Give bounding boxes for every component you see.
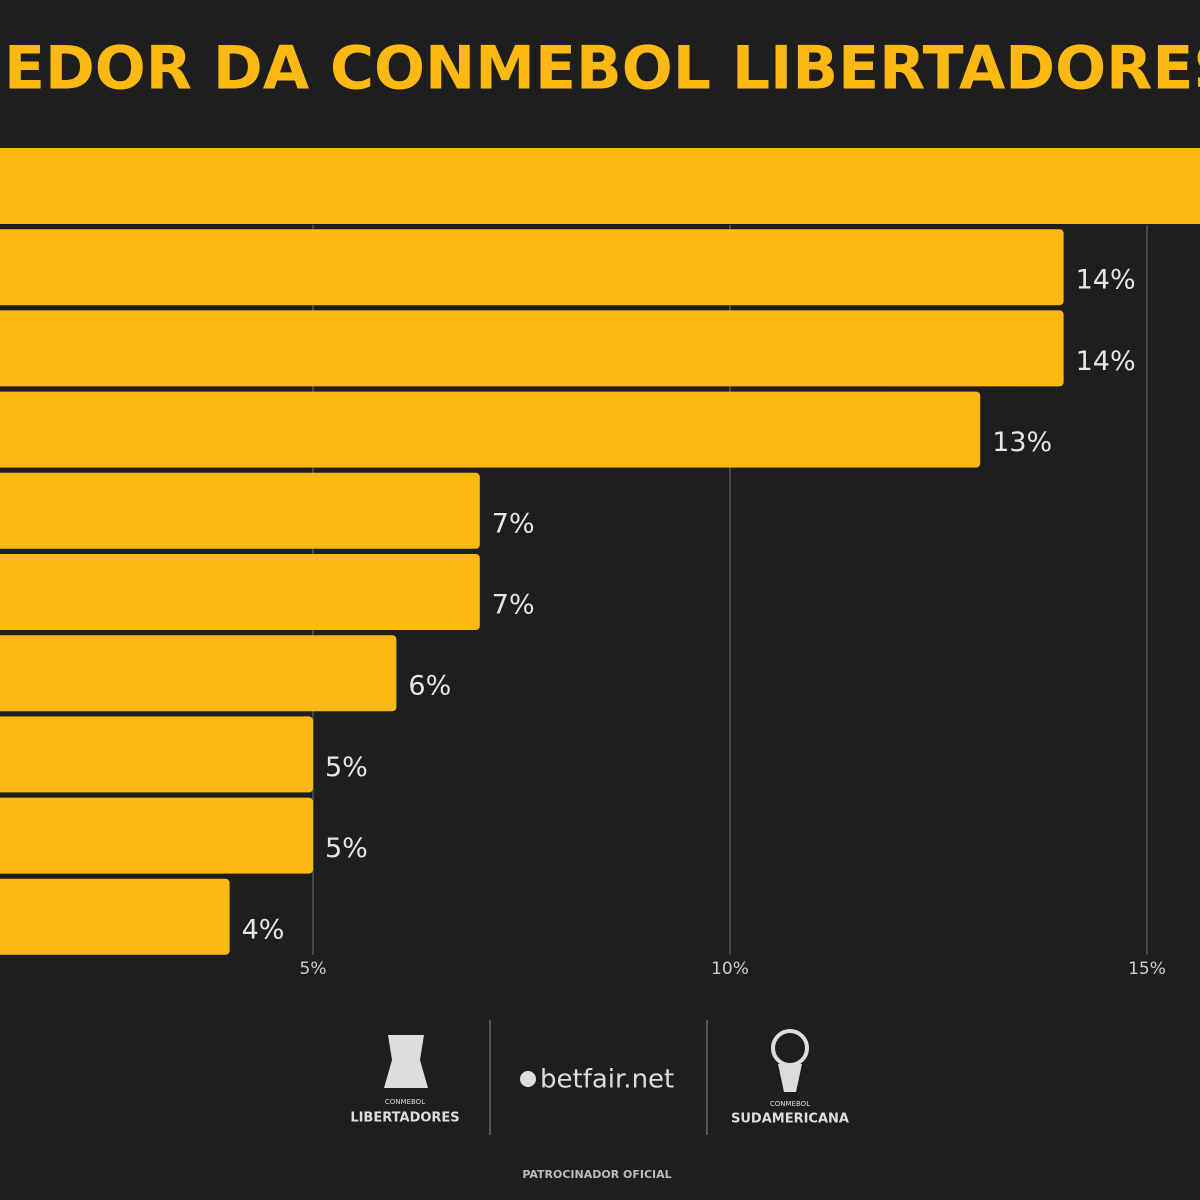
value-label: 5% — [325, 752, 368, 783]
trophy-icon — [778, 1064, 802, 1092]
x-tick-label: 15% — [1128, 959, 1166, 979]
chart-title: EDOR DA CONMEBOL LIBERTADORES — [4, 34, 1200, 104]
logo-text: LIBERTADORES — [350, 1111, 459, 1126]
sponsor-icon — [520, 1071, 536, 1087]
trophy-icon — [384, 1035, 428, 1088]
value-label: 7% — [492, 590, 535, 621]
logo-small-text: CONMEBOL — [770, 1100, 810, 1108]
logo-text: SUDAMERICANA — [731, 1112, 849, 1127]
value-label: 14% — [1076, 265, 1136, 296]
value-label: 5% — [325, 833, 368, 864]
bar — [0, 148, 1200, 224]
value-label: 13% — [992, 427, 1052, 458]
sponsor-text: betfair.net — [540, 1065, 674, 1095]
bar — [0, 310, 1064, 387]
bar — [0, 472, 480, 549]
x-tick-label: 5% — [300, 959, 327, 979]
bar — [0, 229, 1064, 306]
value-label: 7% — [492, 508, 535, 539]
caption: PATROCINADOR OFICIAL — [522, 1168, 671, 1181]
value-label: 4% — [242, 914, 285, 945]
bar — [0, 878, 230, 955]
bar — [0, 391, 981, 468]
bar — [0, 554, 480, 630]
logo-small-text: CONMEBOL — [385, 1098, 425, 1106]
value-label: 6% — [408, 671, 451, 702]
bar — [0, 797, 313, 874]
bar — [0, 716, 313, 793]
x-tick-label: 10% — [711, 959, 749, 979]
footer: CONMEBOL LIBERTADORES betfair.net CONMEB… — [350, 1020, 849, 1181]
bar — [0, 635, 397, 712]
value-label: 14% — [1076, 346, 1136, 377]
